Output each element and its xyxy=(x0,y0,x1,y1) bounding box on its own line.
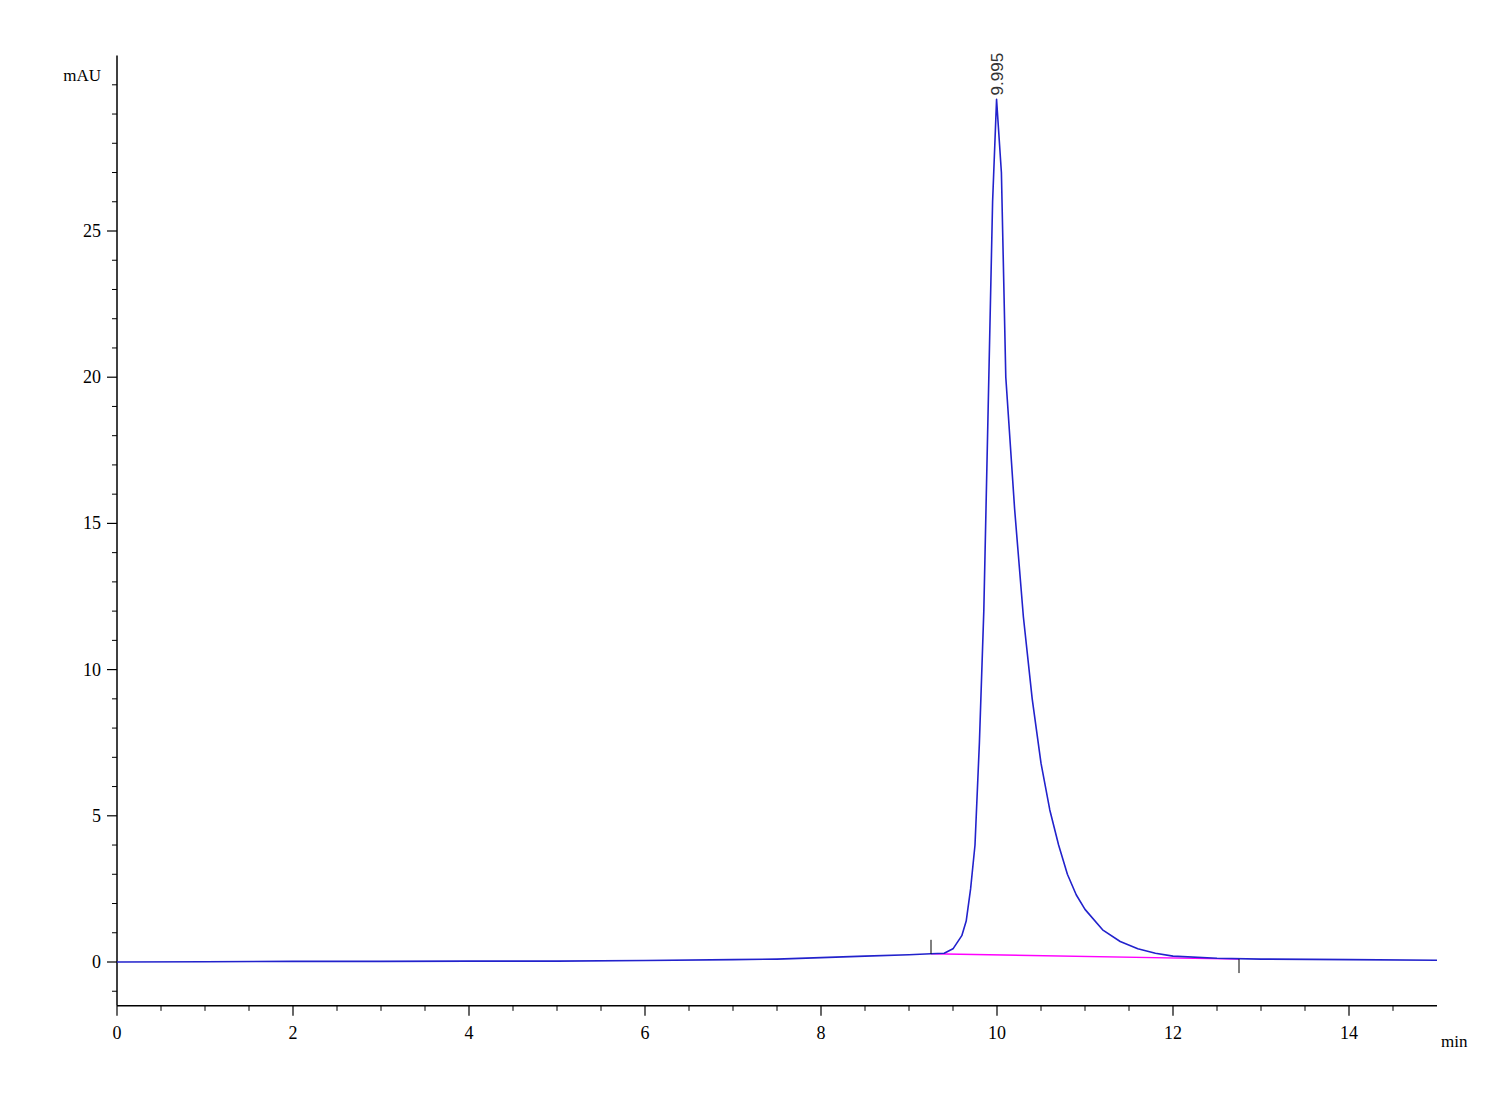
y-minor-tick xyxy=(112,640,117,641)
x-minor-tick xyxy=(1217,1006,1218,1011)
x-tick-label: 0 xyxy=(113,1023,122,1043)
x-minor-tick xyxy=(1129,1006,1130,1011)
x-tick-label: 2 xyxy=(289,1023,298,1043)
x-minor-tick xyxy=(557,1006,558,1011)
y-minor-tick xyxy=(112,728,117,729)
x-minor-tick xyxy=(953,1006,954,1011)
y-minor-tick xyxy=(112,874,117,875)
x-tick-label: 4 xyxy=(465,1023,474,1043)
x-minor-tick xyxy=(205,1006,206,1011)
peak-label: 9.995 xyxy=(988,53,1007,96)
y-minor-tick xyxy=(112,464,117,465)
x-minor-tick xyxy=(601,1006,602,1011)
x-minor-tick xyxy=(865,1006,866,1011)
y-tick-label: 15 xyxy=(83,513,101,533)
x-tick xyxy=(292,1006,293,1016)
x-minor-tick xyxy=(1305,1006,1306,1011)
x-tick xyxy=(468,1006,469,1016)
y-minor-tick xyxy=(112,698,117,699)
y-tick-label: 0 xyxy=(92,952,101,972)
x-minor-tick xyxy=(161,1006,162,1011)
y-tick xyxy=(107,815,117,816)
plot-data xyxy=(117,99,1437,973)
x-tick-label: 6 xyxy=(641,1023,650,1043)
x-tick-label: 12 xyxy=(1164,1023,1182,1043)
x-minor-tick xyxy=(425,1006,426,1011)
y-minor-tick xyxy=(112,611,117,612)
y-tick xyxy=(107,377,117,378)
y-tick-label: 20 xyxy=(83,367,101,387)
x-tick xyxy=(116,1006,117,1016)
y-minor-tick xyxy=(112,435,117,436)
y-tick xyxy=(107,961,117,962)
x-tick xyxy=(996,1006,997,1016)
y-axis-line xyxy=(116,56,118,1006)
y-tick xyxy=(107,523,117,524)
y-axis-label: mAU xyxy=(63,66,101,85)
x-minor-tick xyxy=(513,1006,514,1011)
y-minor-tick xyxy=(112,494,117,495)
y-tick xyxy=(107,230,117,231)
y-tick-label: 10 xyxy=(83,660,101,680)
x-minor-tick xyxy=(733,1006,734,1011)
x-tick xyxy=(820,1006,821,1016)
x-minor-tick xyxy=(909,1006,910,1011)
x-minor-tick xyxy=(1085,1006,1086,1011)
y-minor-tick xyxy=(112,318,117,319)
x-minor-tick xyxy=(381,1006,382,1011)
x-minor-tick xyxy=(1261,1006,1262,1011)
y-minor-tick xyxy=(112,289,117,290)
trace-line xyxy=(117,99,1437,962)
x-minor-tick xyxy=(1393,1006,1394,1011)
y-tick-label: 25 xyxy=(83,221,101,241)
y-minor-tick xyxy=(112,991,117,992)
x-minor-tick xyxy=(1041,1006,1042,1011)
y-minor-tick xyxy=(112,757,117,758)
y-minor-tick xyxy=(112,786,117,787)
x-tick-label: 14 xyxy=(1340,1023,1358,1043)
y-minor-tick xyxy=(112,552,117,553)
x-tick xyxy=(644,1006,645,1016)
x-tick-label: 8 xyxy=(817,1023,826,1043)
x-tick xyxy=(1172,1006,1173,1016)
x-minor-tick xyxy=(337,1006,338,1011)
x-minor-tick xyxy=(689,1006,690,1011)
x-axis-label: min xyxy=(1441,1032,1468,1051)
y-minor-tick xyxy=(112,114,117,115)
y-minor-tick xyxy=(112,143,117,144)
x-minor-tick xyxy=(249,1006,250,1011)
y-minor-tick xyxy=(112,347,117,348)
y-minor-tick xyxy=(112,903,117,904)
y-minor-tick xyxy=(112,260,117,261)
chart: 0 5 10 15 20 25 0 2 4 6 8 10 12 14 mAU min 9.995 xyxy=(0,0,1500,1100)
y-tick xyxy=(107,669,117,670)
y-minor-tick xyxy=(112,932,117,933)
y-minor-tick xyxy=(112,201,117,202)
y-minor-tick xyxy=(112,581,117,582)
y-minor-tick xyxy=(112,406,117,407)
y-tick-label: 5 xyxy=(92,806,101,826)
x-tick xyxy=(1348,1006,1349,1016)
y-minor-tick xyxy=(112,84,117,85)
integration-marker xyxy=(931,940,932,954)
y-minor-tick xyxy=(112,172,117,173)
y-minor-tick xyxy=(112,845,117,846)
x-minor-tick xyxy=(777,1006,778,1011)
x-tick-label: 10 xyxy=(988,1023,1006,1043)
integration-marker xyxy=(1239,959,1240,973)
